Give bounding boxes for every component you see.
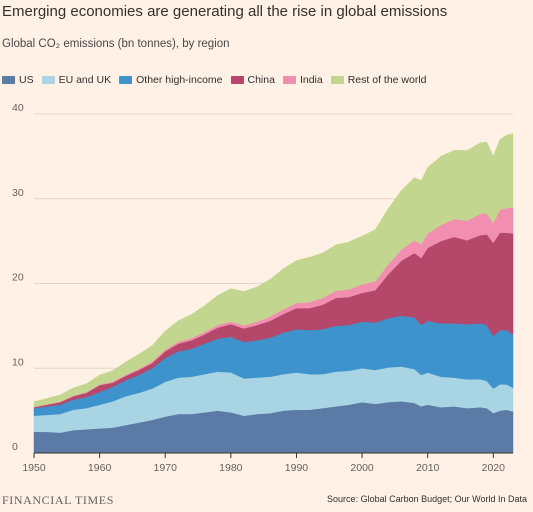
legend-item-rest-of-world: Rest of the world — [330, 74, 427, 86]
legend-item-china: China — [230, 74, 275, 86]
y-tick-label: 10 — [12, 356, 24, 368]
x-tick-label: 1950 — [22, 462, 46, 474]
legend-swatch-rest-of-world — [330, 76, 344, 84]
x-tick-label: 1970 — [154, 462, 178, 474]
legend-item-us: US — [2, 74, 34, 86]
axes: 0 10 20 30 40 1950 1960 1970 1980 1990 2000 2010 202… — [12, 102, 513, 474]
x-tick-label: 1980 — [219, 462, 243, 474]
x-tick-label: 1960 — [88, 462, 112, 474]
legend-swatch-india — [282, 76, 296, 84]
legend-swatch-us — [2, 76, 15, 84]
legend-label-us: US — [19, 74, 34, 86]
area-series — [33, 133, 514, 454]
y-tick-label: 0 — [12, 441, 18, 453]
y-tick-label: 40 — [12, 102, 24, 114]
chart-subtitle: Global CO₂ emissions (bn tonnes), by reg… — [2, 38, 230, 50]
x-tick-label: 2010 — [416, 462, 440, 474]
legend-swatch-eu-uk — [41, 76, 55, 84]
y-tick-label: 30 — [12, 187, 24, 199]
x-tick-label: 2020 — [482, 462, 506, 474]
chart-title: Emerging economies are generating all th… — [2, 3, 448, 20]
x-tick-label: 2000 — [350, 462, 374, 474]
legend-label-eu-uk: EU and UK — [58, 74, 112, 86]
legend-item-india: India — [282, 74, 323, 86]
x-tick-label: 1990 — [285, 462, 309, 474]
legend-label-other-high-income: Other high-income — [136, 74, 223, 86]
legend-item-other-high-income: Other high-income — [119, 74, 223, 86]
area-rest-of-the-world — [33, 133, 514, 408]
legend-label-india: India — [299, 74, 323, 86]
source-note: Source: Global Carbon Budget; Our World … — [327, 494, 527, 504]
ft-logo: FINANCIAL TIMES — [2, 493, 115, 507]
legend-swatch-china — [230, 76, 244, 84]
y-tick-label: 20 — [12, 272, 24, 284]
legend: US EU and UK Other high-income China Ind… — [2, 74, 435, 86]
legend-item-eu-uk: EU and UK — [41, 74, 112, 86]
legend-label-rest-of-world: Rest of the world — [347, 74, 427, 86]
stacked-area-chart: 0 10 20 30 40 1950 1960 1970 1980 1990 2000 2010 202… — [12, 102, 514, 474]
legend-swatch-other-high-income — [119, 76, 133, 84]
legend-label-china: China — [247, 74, 275, 86]
